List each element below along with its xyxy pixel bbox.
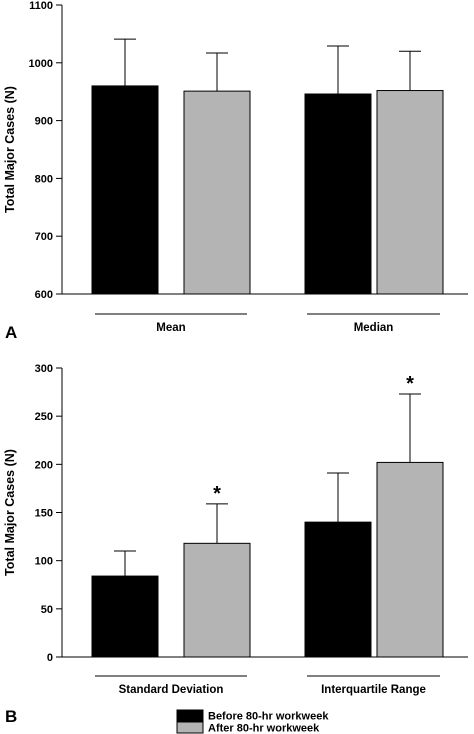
y-tick-label-2: 800 <box>35 173 53 185</box>
legend-label-before: Before 80-hr workweek <box>208 711 329 723</box>
group-label-0: Mean <box>156 322 185 334</box>
bar-before-1 <box>304 93 372 295</box>
y-tick-label-3: 900 <box>35 116 53 128</box>
panel-label: B <box>5 707 17 726</box>
y-tick-label-4: 1000 <box>29 58 53 70</box>
panel-label: A <box>5 323 17 342</box>
significance-mark-1: * <box>406 373 414 395</box>
y-tick-label-1: 700 <box>35 231 53 243</box>
chart-panel-b: * * 0 50 100 150 200 250 300 Total Major Cases (N… <box>3 363 468 726</box>
bar-after-0 <box>183 90 251 295</box>
bar-before-1 <box>304 521 372 658</box>
legend-swatch-after <box>176 721 204 734</box>
bar-before-0 <box>91 575 159 658</box>
bar-after-0 <box>183 542 251 658</box>
y-tick-label-2: 100 <box>35 556 53 568</box>
y-tick-label-3: 150 <box>35 508 53 520</box>
significance-mark-0: * <box>213 483 221 505</box>
bar-after-1 <box>376 90 444 295</box>
group-label-0: Standard Deviation <box>119 684 224 696</box>
y-axis-label: Total Major Cases (N) <box>3 86 17 213</box>
group-label-1: Interquartile Range <box>321 684 426 696</box>
legend-swatch-before <box>176 709 204 722</box>
bar-after-1 <box>376 461 444 658</box>
y-tick-label-0: 0 <box>47 652 53 664</box>
y-tick-label-5: 1100 <box>29 0 53 12</box>
bar-before-0 <box>91 85 159 295</box>
y-axis-label: Total Major Cases (N) <box>3 449 17 576</box>
y-tick-label-6: 300 <box>35 363 53 375</box>
legend-label-after: After 80-hr workweek <box>208 723 320 734</box>
group-label-1: Median <box>354 322 394 334</box>
y-tick-label-4: 200 <box>35 459 53 471</box>
y-tick-label-5: 250 <box>35 411 53 423</box>
y-tick-label-1: 50 <box>41 604 53 616</box>
legend: Before 80-hr workweek After 80-hr workwe… <box>176 709 329 734</box>
chart-panel-a: 600 700 800 900 1000 1100 Total Major Cases (N… <box>3 0 468 342</box>
y-tick-label-0: 600 <box>35 289 53 301</box>
